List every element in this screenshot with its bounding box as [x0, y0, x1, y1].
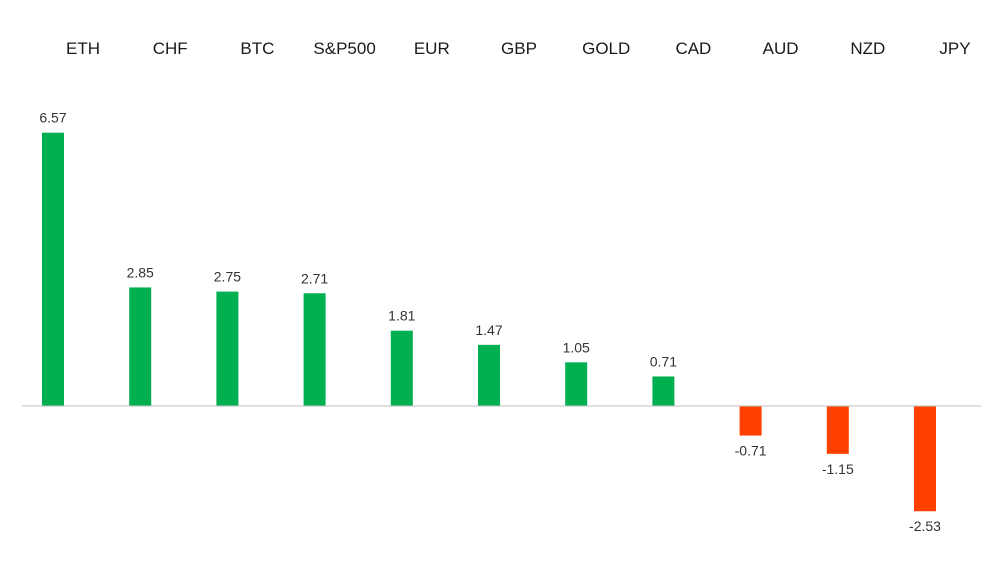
bar-jpy — [914, 406, 936, 512]
category-labels: ETH CHF BTC S&P500 EUR GBP GOLD CAD AUD NZD JPY — [66, 39, 971, 58]
category-label-aud: AUD — [763, 39, 799, 58]
category-label-nzd: NZD — [850, 39, 885, 58]
category-label-s-p500: S&P500 — [313, 39, 375, 58]
value-label-eur: 1.81 — [388, 308, 415, 324]
bar-aud — [739, 406, 762, 436]
category-label-gbp: GBP — [501, 39, 537, 58]
bar-eur — [390, 330, 413, 406]
bar-nzd — [826, 406, 849, 454]
bar-btc — [216, 291, 239, 406]
category-label-chf: CHF — [153, 39, 188, 58]
value-label-chf: 2.85 — [127, 264, 154, 280]
bar-gold — [565, 362, 588, 406]
value-label-nzd: -1.15 — [822, 461, 854, 477]
bar-gbp — [478, 344, 500, 406]
category-label-cad: CAD — [675, 39, 711, 58]
value-label-gold: 1.05 — [563, 339, 590, 355]
bar-cad — [652, 376, 675, 406]
value-label-s-p500: 2.71 — [301, 270, 328, 286]
value-labels: 6.57 2.85 2.75 2.71 1.81 1.47 1.05 0.71 -0.71 -1.… — [39, 110, 941, 535]
bars — [42, 132, 936, 512]
category-label-eur: EUR — [414, 39, 450, 58]
bar-s-p500 — [303, 293, 326, 406]
category-label-eth: ETH — [66, 39, 100, 58]
value-label-btc: 2.75 — [214, 269, 241, 285]
value-label-jpy: -2.53 — [909, 518, 941, 534]
bar-chf — [129, 287, 152, 406]
value-label-cad: 0.71 — [650, 353, 677, 369]
value-label-gbp: 1.47 — [475, 322, 502, 338]
category-label-gold: GOLD — [582, 39, 630, 58]
bar-eth — [42, 132, 64, 407]
category-label-jpy: JPY — [939, 39, 970, 58]
value-label-aud: -0.71 — [735, 443, 767, 459]
value-label-eth: 6.57 — [39, 110, 66, 126]
category-label-btc: BTC — [240, 39, 274, 58]
